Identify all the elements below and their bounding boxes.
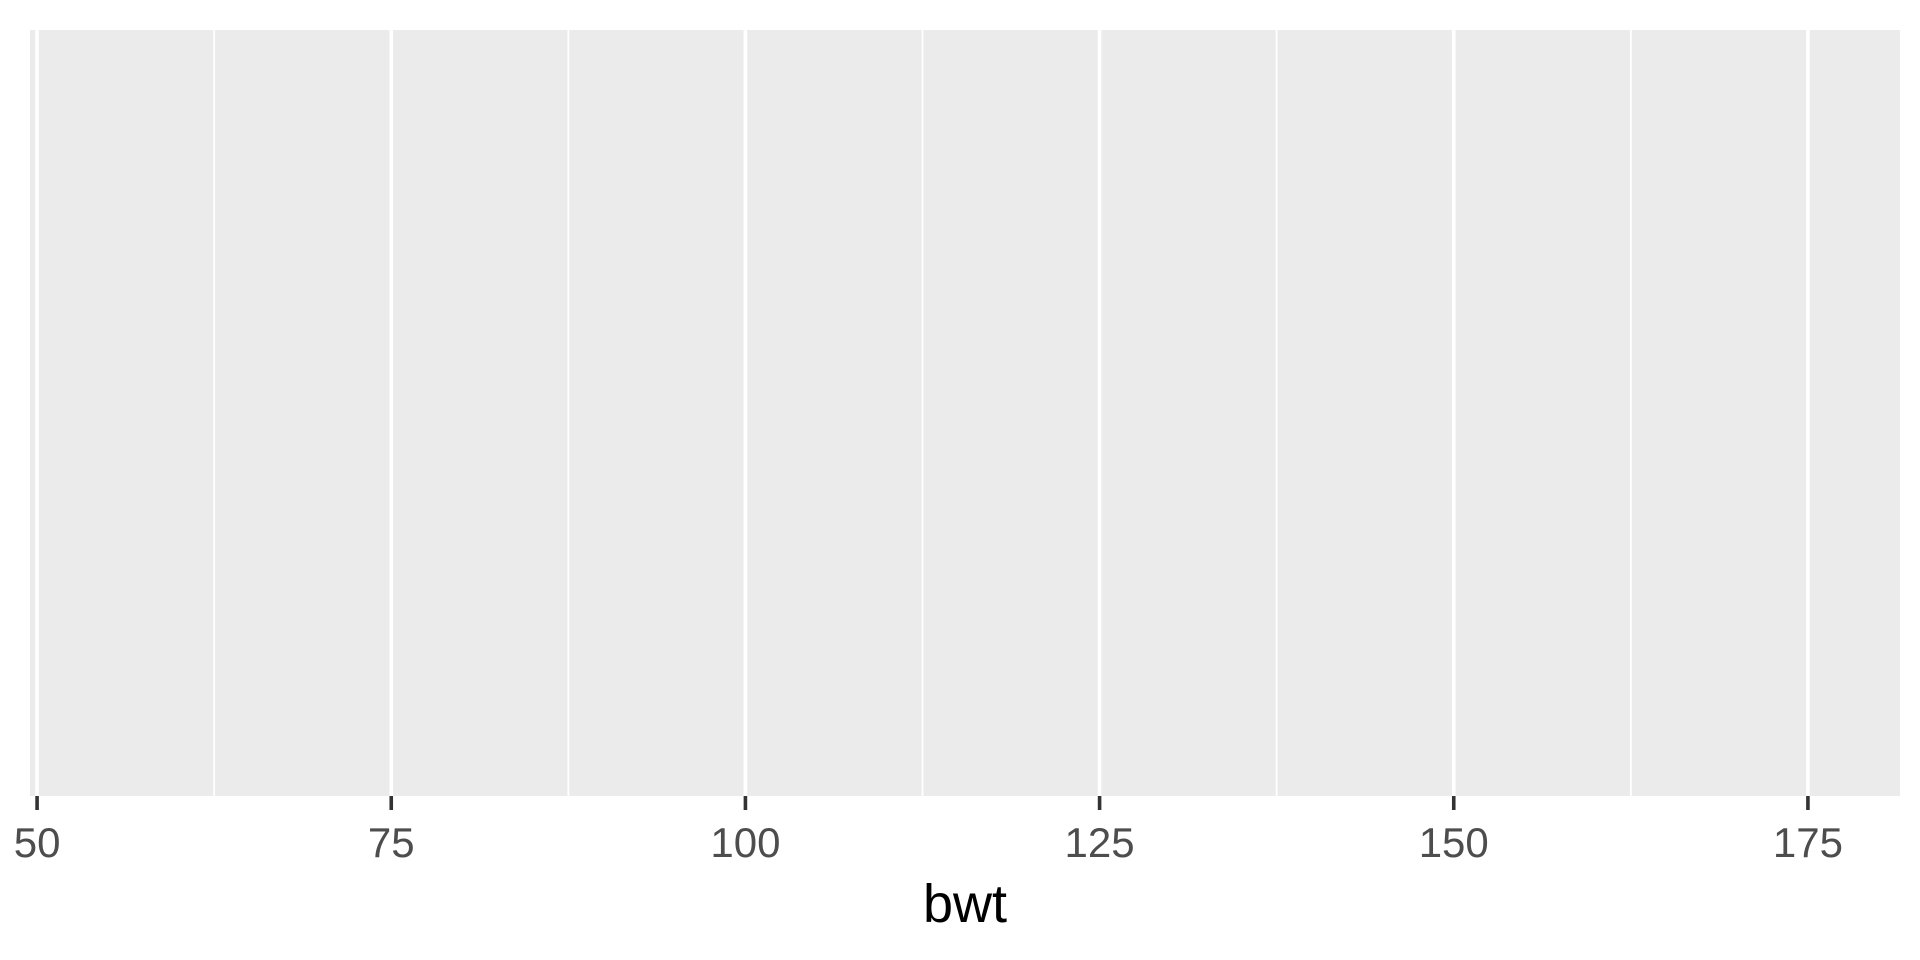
minor-gridlines [213,30,1632,796]
major-gridlines [35,30,1810,796]
plot-panel [30,30,1900,796]
x-tick-label: 175 [1773,819,1843,866]
x-tick-label: 75 [368,819,415,866]
x-axis-tick-labels: 50 75 100 125 150 175 [14,819,1843,866]
x-tick-label: 100 [710,819,780,866]
x-axis-title: bwt [923,874,1007,934]
x-axis-ticks [35,796,1810,810]
x-tick-label: 125 [1065,819,1135,866]
x-tick-label: 150 [1419,819,1489,866]
x-tick-label: 50 [14,819,61,866]
